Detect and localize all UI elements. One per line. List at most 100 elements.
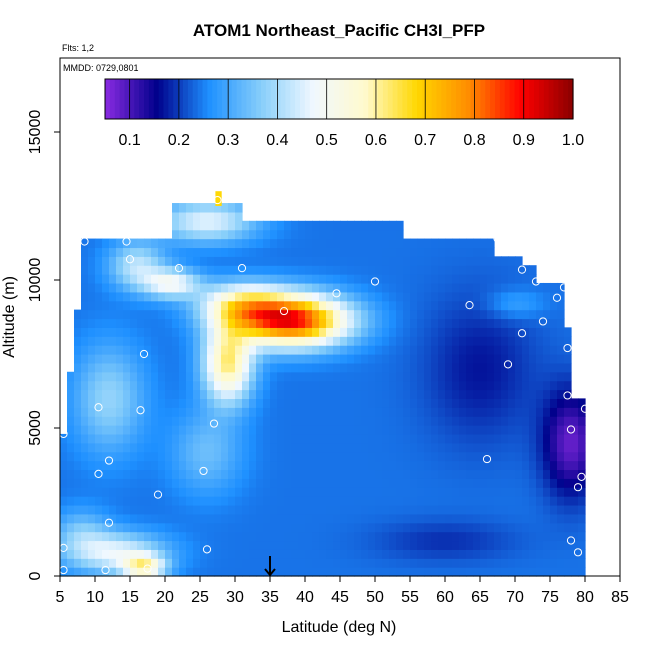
heat-cell [214,274,222,284]
heat-cell [235,291,243,302]
heat-cell [438,398,446,408]
heat-cell [305,389,313,399]
heat-cell [522,274,530,284]
heat-cell [88,567,96,577]
heat-cell [123,362,131,373]
heat-cell [284,522,292,533]
heat-cell [263,371,271,382]
heat-cell [186,416,194,426]
heat-cell [515,549,523,559]
heat-cell [123,469,131,479]
heat-cell [368,238,376,249]
heat-cell [340,522,348,533]
heat-cell [403,558,411,568]
heat-cell [277,371,285,382]
heat-cell [438,496,446,506]
heat-cell [123,265,131,275]
heat-cell [235,487,243,497]
heat-cell [529,371,537,382]
heat-cell [137,540,145,550]
heat-cell [291,460,299,471]
heat-cell [235,309,243,320]
heat-cell [291,531,299,542]
heat-cell [389,354,397,364]
heat-cell [473,309,481,320]
observation-point [573,483,583,492]
heat-cell [319,567,327,577]
heat-cell [151,469,159,479]
heat-cell [207,416,215,426]
colorbar-segment [334,79,340,119]
heat-cell [228,531,236,542]
heat-cell [109,478,117,488]
heat-cell [529,336,537,346]
heat-cell [214,327,222,337]
heat-cell [382,433,390,444]
heat-cell [536,567,544,577]
heat-cell [550,531,558,542]
heat-cell [396,513,404,524]
heat-cell [340,504,348,515]
heat-cell [214,211,222,222]
heat-cell [207,425,215,435]
heat-cell [270,469,278,479]
heat-cell [305,425,313,435]
heat-cell [487,558,495,568]
heat-cell [508,567,516,577]
heat-cell [179,327,187,337]
heat-cell [410,300,418,311]
heat-cell [508,300,516,311]
heat-cell [158,354,166,364]
heat-cell [193,229,201,240]
heat-cell [508,380,516,391]
heat-cell [158,442,166,453]
heat-cell [529,327,537,337]
heat-cell [214,282,222,293]
heat-cell [200,238,208,249]
heat-cell [88,522,96,533]
heat-cell [550,380,558,391]
heat-cell [466,362,474,373]
heat-cell [459,380,467,391]
heat-cell [445,362,453,373]
heat-cell [473,362,481,373]
heat-cell [123,460,131,471]
heat-cell [270,416,278,426]
heat-cell [550,540,558,550]
heat-cell [102,407,110,417]
heat-cell [473,336,481,346]
heat-cell [480,496,488,506]
heat-cell [312,531,320,542]
heat-cell [536,469,544,479]
heat-cell [522,389,530,399]
heat-cell [578,460,586,471]
colorbar-segment [304,79,311,119]
heat-cell [249,265,257,275]
heat-cell [557,558,565,568]
heat-cell [438,531,446,542]
heat-cell [228,416,236,426]
heat-cell [522,407,530,417]
heat-cell [361,371,369,382]
heat-cell [284,309,292,320]
heat-cell [417,425,425,435]
heat-cell [417,531,425,542]
heat-cell [256,558,264,568]
heat-cell [354,345,362,355]
heat-cell [214,433,222,444]
heat-cell [235,211,243,222]
heat-cell [368,318,376,328]
heat-cell [151,371,159,382]
heat-cell [473,487,481,497]
heat-cell [361,265,369,275]
colorbar-segment [251,79,257,119]
heat-cell [431,407,439,417]
heat-cell [396,336,404,346]
heat-cell [74,362,82,373]
heat-cell [158,238,166,249]
heat-cell [564,478,572,488]
heat-cell [438,300,446,311]
heat-cell [368,362,376,373]
heat-cell [494,522,502,533]
heat-cell [298,433,306,444]
